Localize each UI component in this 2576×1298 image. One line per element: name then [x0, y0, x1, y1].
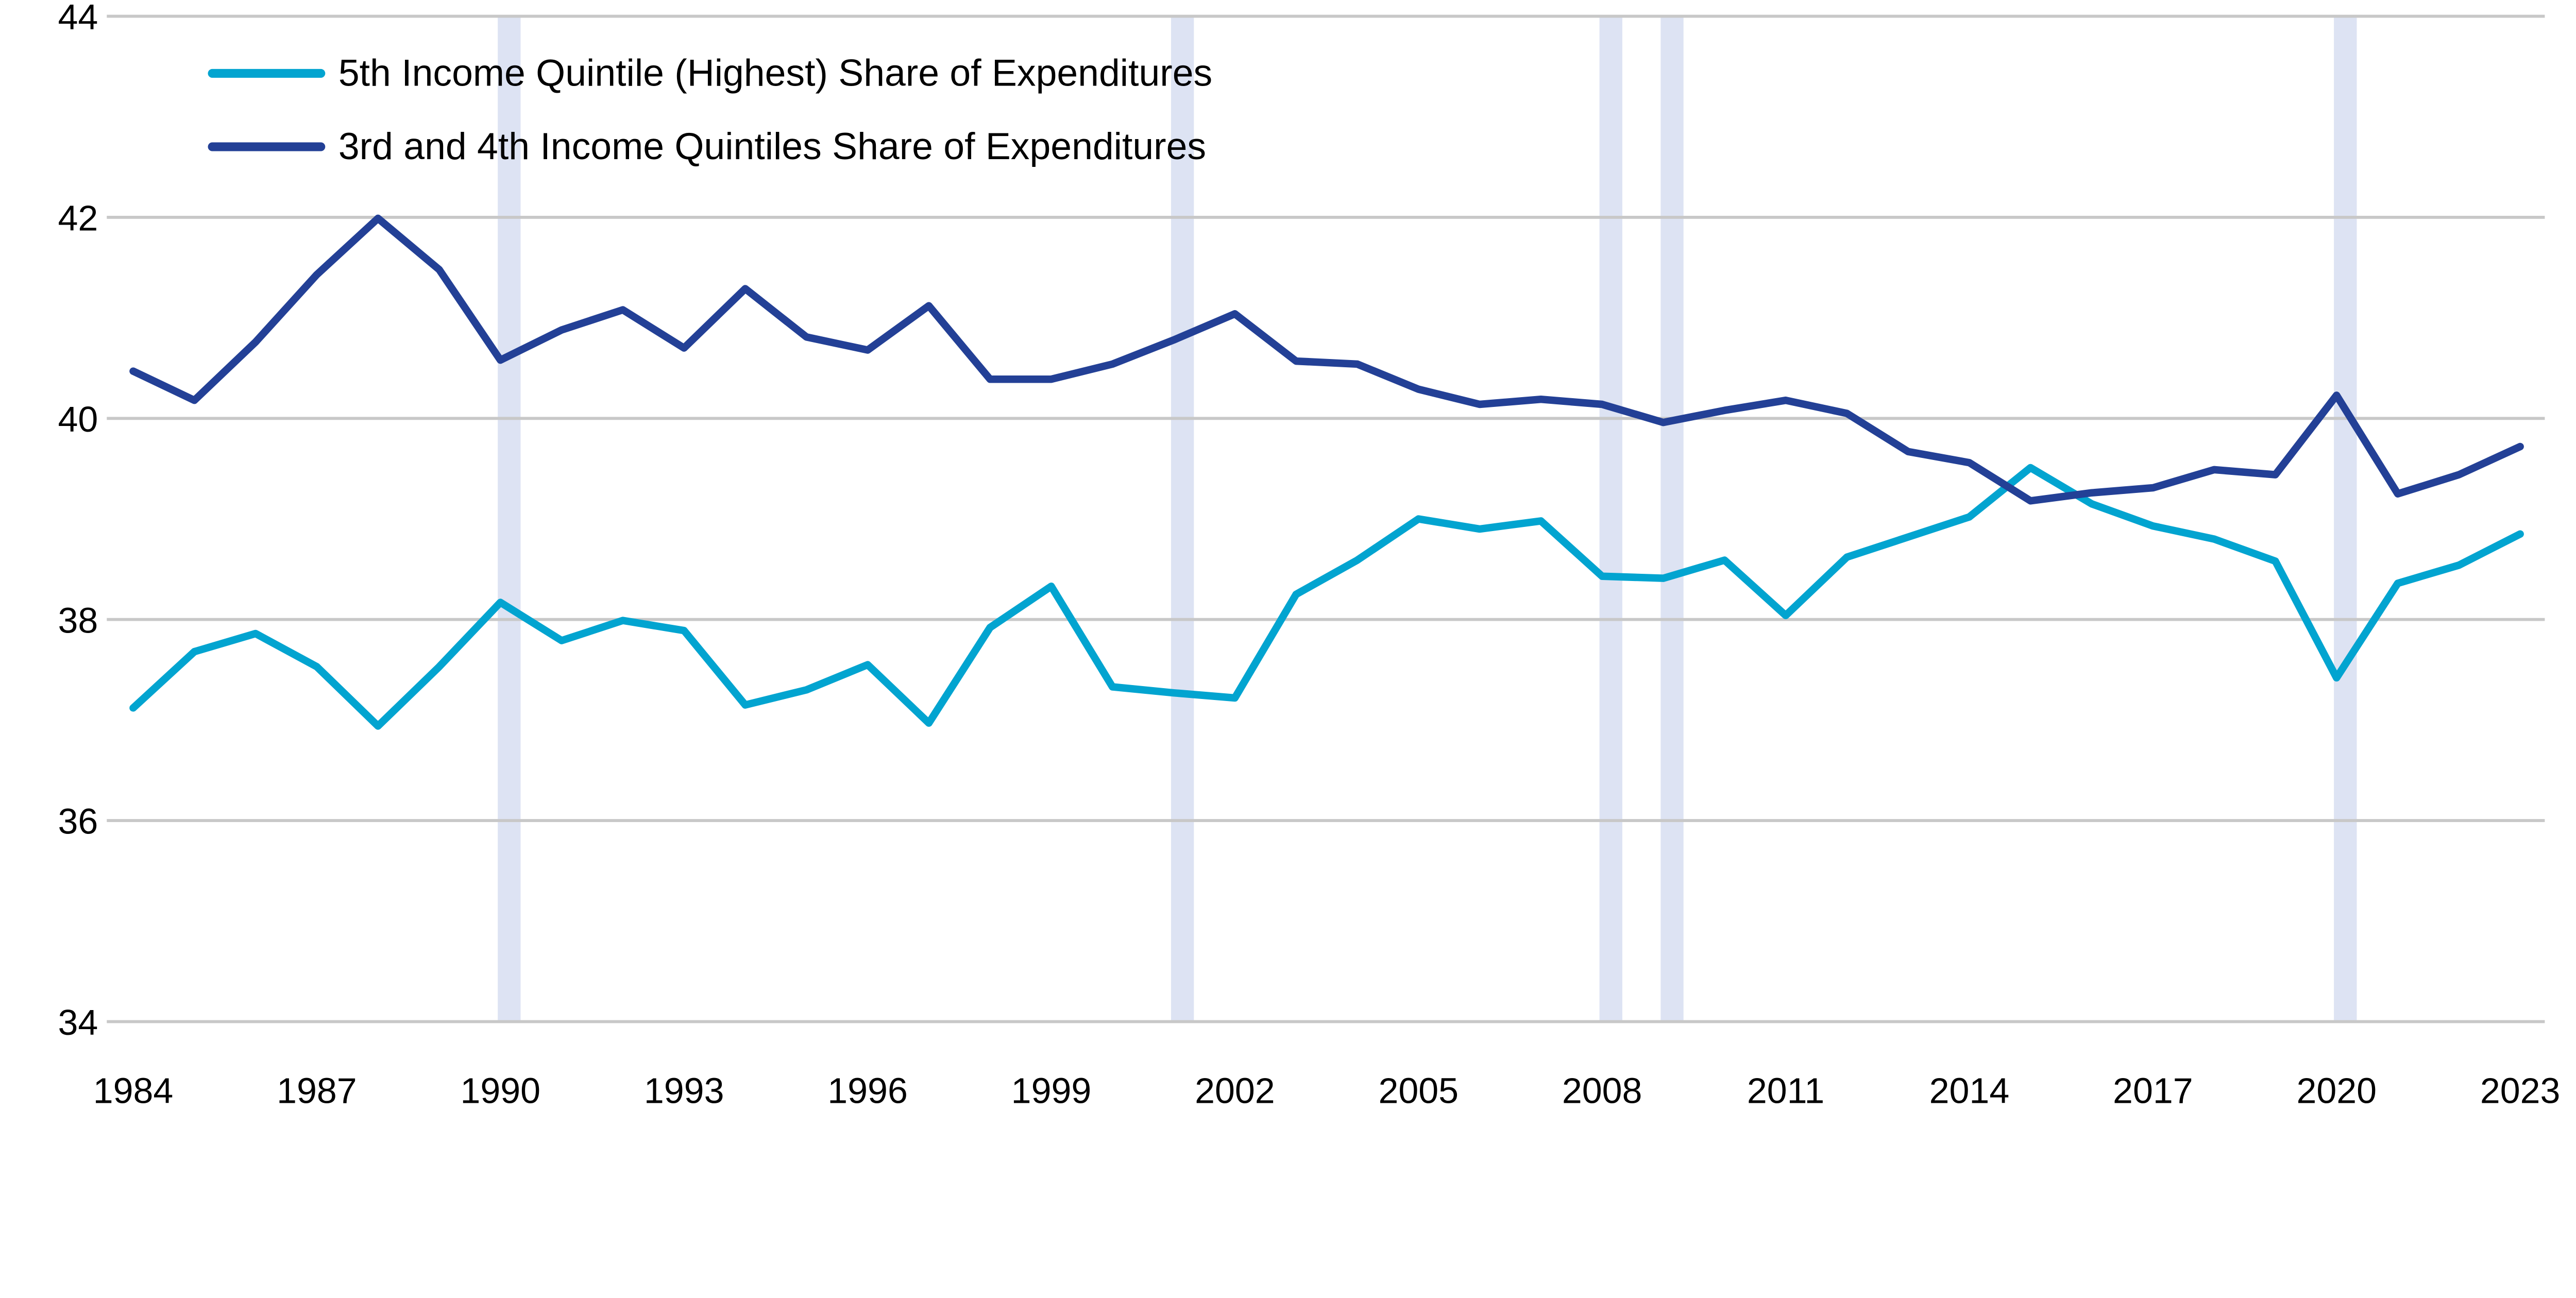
recession-bands [498, 16, 2357, 1022]
y-tick-label: 44 [58, 0, 98, 37]
x-tick-label: 2017 [2113, 1070, 2193, 1107]
x-tick-label: 1984 [93, 1070, 174, 1107]
x-tick-label: 1993 [644, 1070, 724, 1107]
x-tick-label: 1996 [827, 1070, 908, 1107]
x-tick-label: 2014 [1929, 1070, 2010, 1107]
x-tick-label: 2011 [1747, 1070, 1824, 1107]
y-tick-label: 36 [58, 801, 98, 842]
y-tick-label: 42 [58, 198, 98, 238]
x-tick-label: 2002 [1195, 1070, 1275, 1107]
legend: 5th Income Quintile (Highest) Share of E… [208, 52, 1212, 167]
x-tick-label: 2020 [2296, 1070, 2377, 1107]
recession-band [1660, 16, 1684, 1022]
recession-band [498, 16, 521, 1022]
x-tick-label: 2023 [2480, 1070, 2561, 1107]
y-tick-label: 38 [58, 600, 98, 640]
x-tick-label: 1999 [1011, 1070, 1092, 1107]
series-lines [129, 214, 2524, 730]
gridlines [107, 14, 2545, 1023]
series-line-3rd-4th-quintiles [129, 214, 2524, 505]
y-tick-label: 40 [58, 399, 98, 439]
x-axis-ticks: 1984 1987 1990 1993 1996 1999 2002 2005 2008 2011… [93, 1070, 2561, 1107]
recession-band [1171, 16, 1194, 1022]
y-tick-label: 34 [58, 1002, 98, 1043]
legend-label-3rd-4th-quintiles: 3rd and 4th Income Quintiles Share of Ex… [338, 125, 1206, 167]
line-chart: 34 36 38 40 42 44 1984 1987 1990 1993 1996 1999 200… [58, 0, 2561, 1107]
y-axis-ticks: 34 36 38 40 42 44 [58, 0, 98, 1043]
x-tick-label: 2008 [1562, 1070, 1642, 1107]
x-tick-label: 1990 [460, 1070, 540, 1107]
recession-band [1599, 16, 1622, 1022]
recession-band [2334, 16, 2357, 1022]
legend-label-5th-quintile: 5th Income Quintile (Highest) Share of E… [338, 52, 1212, 94]
x-tick-label: 2005 [1378, 1070, 1459, 1107]
series-line-5th-quintile [129, 464, 2524, 730]
x-tick-label: 1987 [277, 1070, 357, 1107]
